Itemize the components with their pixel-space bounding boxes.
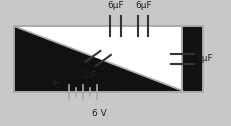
Text: -: -: [121, 78, 124, 88]
Polygon shape: [14, 26, 182, 91]
Text: 6μF: 6μF: [107, 1, 124, 10]
Text: 2μF: 2μF: [81, 71, 97, 80]
Text: 6μF: 6μF: [135, 1, 152, 10]
Text: +: +: [51, 78, 60, 88]
Text: 6 V: 6 V: [92, 109, 107, 118]
Polygon shape: [14, 26, 203, 92]
Text: 6μF: 6μF: [196, 54, 213, 64]
